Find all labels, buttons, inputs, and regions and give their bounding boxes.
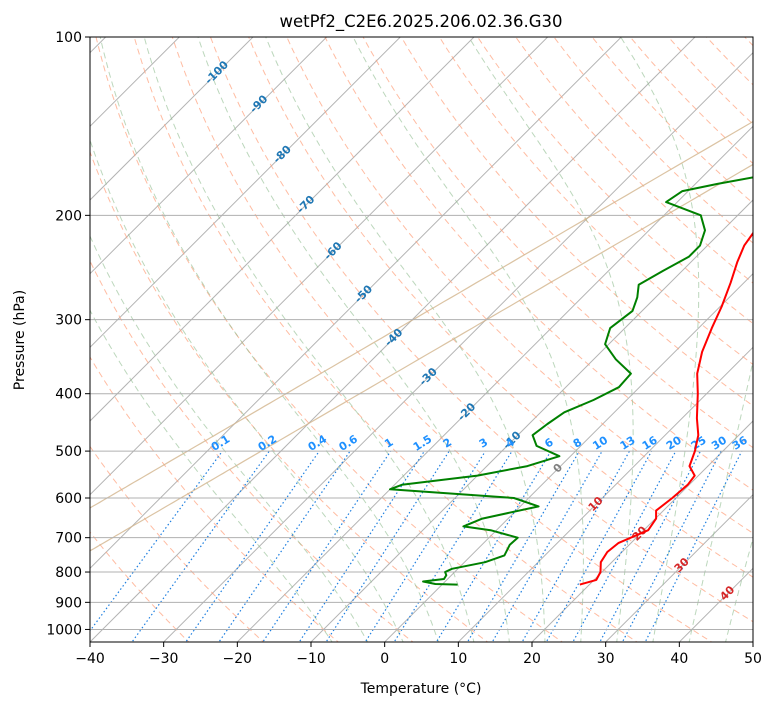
isotherm-line xyxy=(383,272,753,642)
y-tick-label: 700 xyxy=(55,531,82,547)
mixing-ratio-line xyxy=(90,450,223,632)
pressure-gridlines xyxy=(90,37,753,630)
mixing-ratio-line xyxy=(521,450,631,642)
y-axis-title: Pressure (hPa) xyxy=(12,290,28,390)
mixing-ratio-line xyxy=(298,450,425,642)
mixing-ratio-line xyxy=(393,450,513,642)
y-tick-label: 800 xyxy=(55,565,82,581)
isotherm-line xyxy=(90,37,549,496)
mixing-ratio-line xyxy=(435,450,552,642)
x-tick-label: 40 xyxy=(670,651,688,667)
isotherm-line xyxy=(604,493,753,642)
x-tick-label: 50 xyxy=(744,651,762,667)
isotherm-line xyxy=(90,37,475,422)
moist-adiabat xyxy=(90,234,369,642)
y-axis: 100 200 300 400 500 600 700 800 900 1000 xyxy=(46,30,90,638)
y-tick-label: 400 xyxy=(55,387,82,403)
mixing-ratio-line xyxy=(262,450,392,642)
x-tick-label: −10 xyxy=(296,651,326,667)
x-tick-label: −20 xyxy=(223,651,253,667)
isotherm-line xyxy=(752,641,753,642)
x-tick-label: −30 xyxy=(149,651,179,667)
y-tick-label: 900 xyxy=(55,595,82,611)
isotherm-line xyxy=(90,37,402,349)
x-tick-label: 20 xyxy=(523,651,541,667)
reference-curve xyxy=(90,163,753,552)
y-tick-label: 100 xyxy=(55,30,82,46)
isotherm-line xyxy=(457,346,753,642)
isotherm-line xyxy=(162,51,753,642)
x-tick-label: 0 xyxy=(380,651,389,667)
isotherm-line xyxy=(90,37,696,642)
dry-adiabat xyxy=(90,150,489,642)
isotherm-line xyxy=(90,37,328,275)
y-tick-label: 600 xyxy=(55,491,82,507)
dewpoint-line xyxy=(389,176,753,586)
mixing-ratio-line xyxy=(466,450,580,642)
mixing-ratio-line xyxy=(644,450,743,642)
isotherm-line xyxy=(236,125,753,642)
mixing-ratio-line xyxy=(599,450,702,642)
dry-adiabat xyxy=(90,259,414,642)
y-tick-label: 1000 xyxy=(46,622,82,638)
x-tick-label: 10 xyxy=(449,651,467,667)
y-tick-label: 200 xyxy=(55,208,82,224)
mixing-ratio-line xyxy=(621,450,722,642)
temperature-line xyxy=(579,231,753,586)
mixing-ratio-line xyxy=(218,450,351,642)
x-tick-label: 30 xyxy=(597,651,615,667)
mixing-ratio-line xyxy=(545,450,653,642)
isotherm-line xyxy=(310,199,753,642)
isotherm-line xyxy=(90,37,623,570)
profile-lines xyxy=(389,176,753,586)
moist-adiabat xyxy=(90,138,404,642)
dry-adiabat xyxy=(770,24,775,645)
isotherm-line xyxy=(531,420,753,642)
reference-curve xyxy=(90,120,753,509)
plot-background xyxy=(90,37,753,642)
chart-title: wetPf2_C2E6.2025.206.02.36.G30 xyxy=(279,12,562,32)
x-axis-title: Temperature (°C) xyxy=(360,681,482,697)
x-tick-label: −40 xyxy=(75,651,105,667)
mixing-ratio-line xyxy=(491,450,603,642)
y-tick-label: 500 xyxy=(55,444,82,460)
mixing-ratio-line xyxy=(185,450,320,642)
x-axis: −40 −30 −20 −10 0 10 20 30 40 50 xyxy=(75,642,762,667)
dry-adiabat xyxy=(515,37,753,284)
y-tick-label: 300 xyxy=(55,313,82,329)
mixing-ratio-line xyxy=(572,450,677,642)
isotherm-line xyxy=(90,37,254,201)
plot-frame xyxy=(89,36,754,643)
